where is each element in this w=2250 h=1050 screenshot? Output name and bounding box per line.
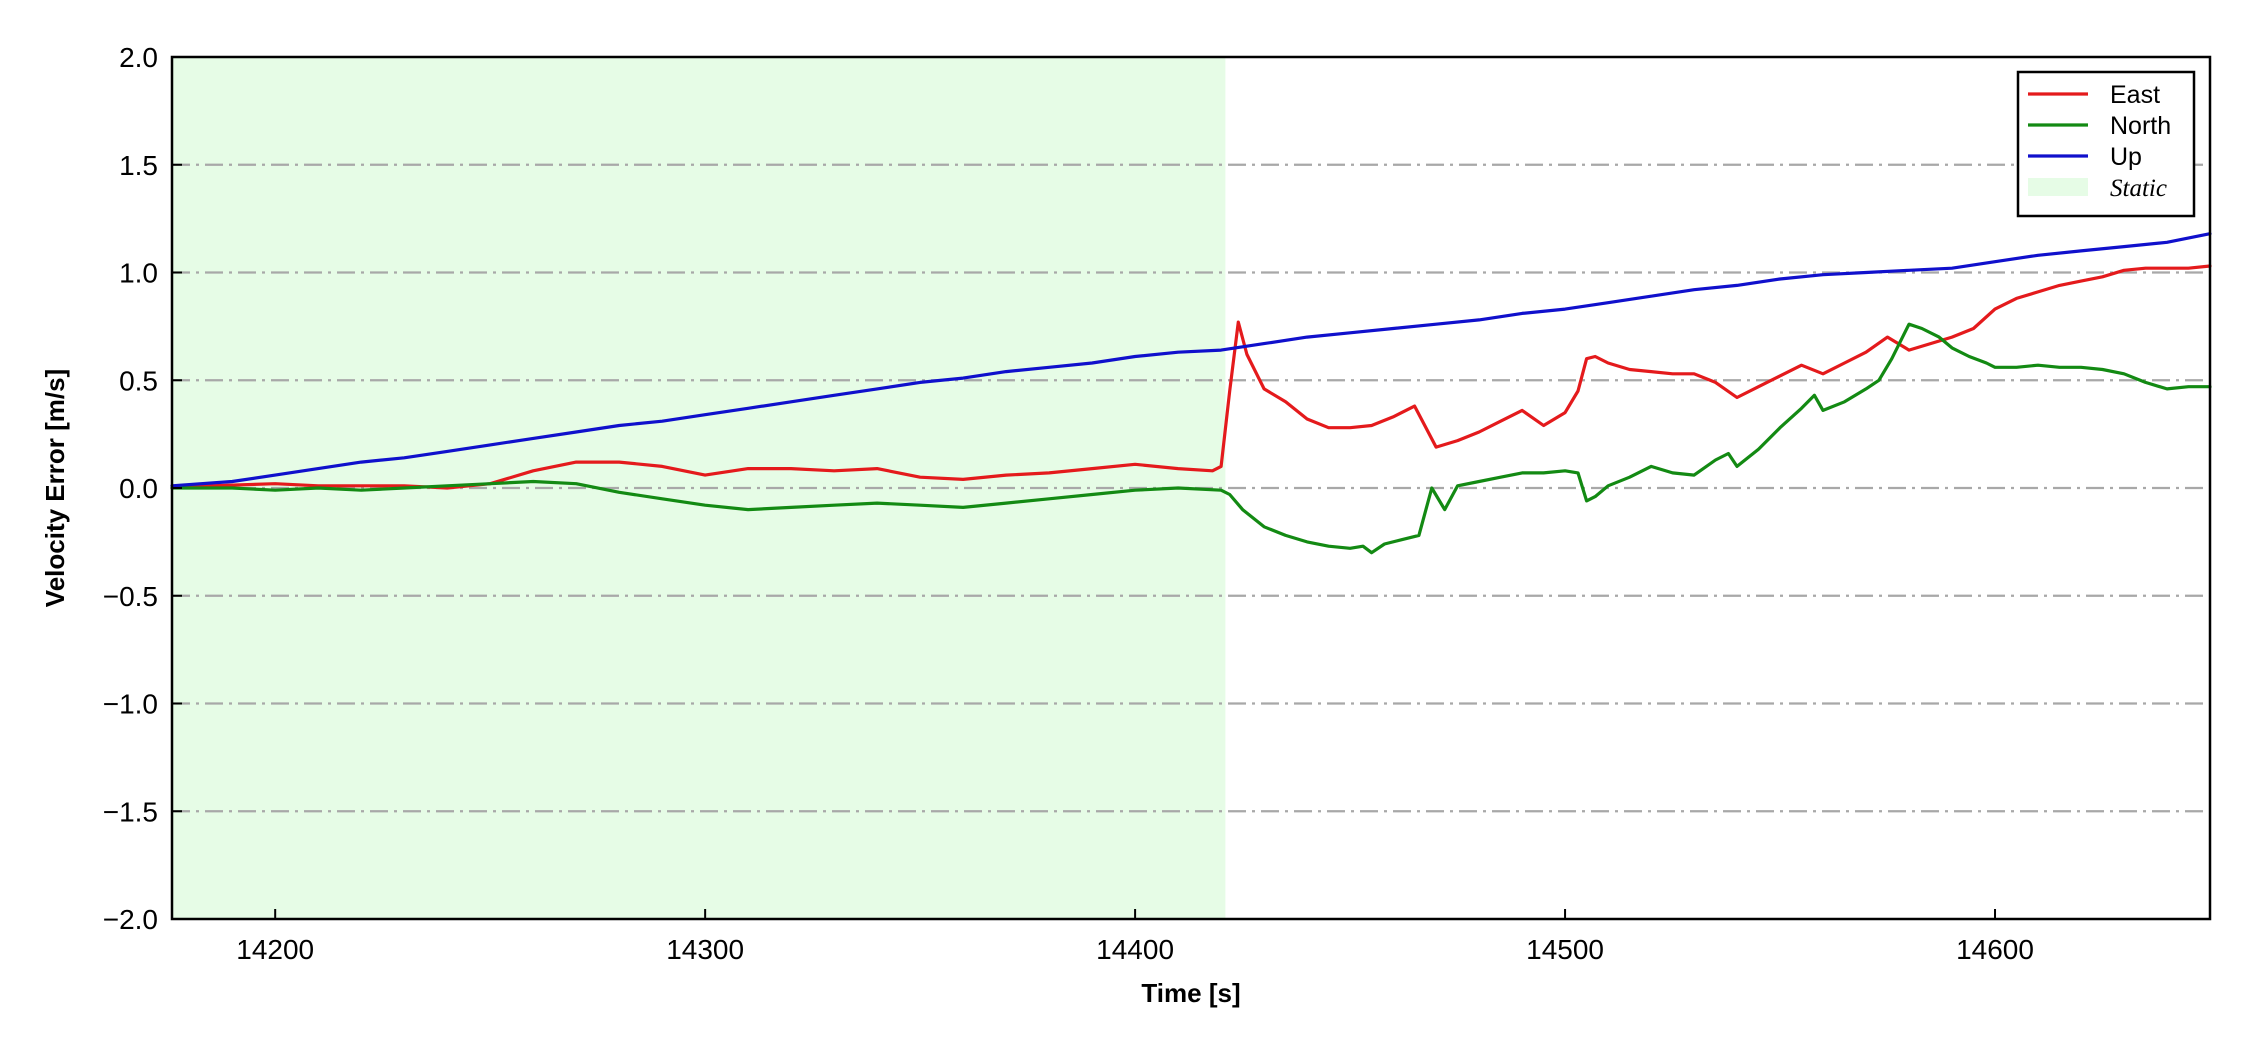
x-axis-ticks: 14200 14300 14400 14500 14600 (236, 909, 2034, 965)
x-axis-title: Time [s] (1141, 978, 1240, 1008)
legend-label-east: East (2110, 81, 2160, 109)
y-axis-title: Velocity Error [m/s] (40, 369, 70, 607)
y-tick-label: −2.0 (103, 904, 158, 935)
series-line-up (170, 232, 2212, 488)
series-group (170, 232, 2212, 555)
y-tick-label: −1.0 (103, 689, 158, 720)
legend-swatch-static (2028, 178, 2088, 196)
y-tick-label: −1.5 (103, 796, 158, 827)
legend-label-static: Static (2110, 175, 2167, 202)
y-tick-label: 1.5 (119, 150, 158, 181)
y-tick-label: 0.5 (119, 365, 158, 396)
legend-label-north: North (2110, 112, 2171, 140)
legend-label-up: Up (2110, 143, 2142, 171)
y-tick-label: 1.0 (119, 258, 158, 289)
series-line-north (170, 322, 2212, 555)
x-tick-label: 14600 (1956, 934, 2034, 965)
x-tick-label: 14500 (1526, 934, 1604, 965)
y-tick-label: −0.5 (103, 581, 158, 612)
legend: East North Up Static (2016, 70, 2196, 218)
x-tick-label: 14400 (1096, 934, 1174, 965)
x-tick-label: 14300 (666, 934, 744, 965)
x-tick-label: 14200 (236, 934, 314, 965)
y-tick-label: 2.0 (119, 42, 158, 73)
y-axis-ticks: −2.0 −1.5 −1.0 −0.5 0.0 0.5 1.0 1.5 2.0 (103, 42, 182, 935)
y-tick-label: 0.0 (119, 473, 158, 504)
